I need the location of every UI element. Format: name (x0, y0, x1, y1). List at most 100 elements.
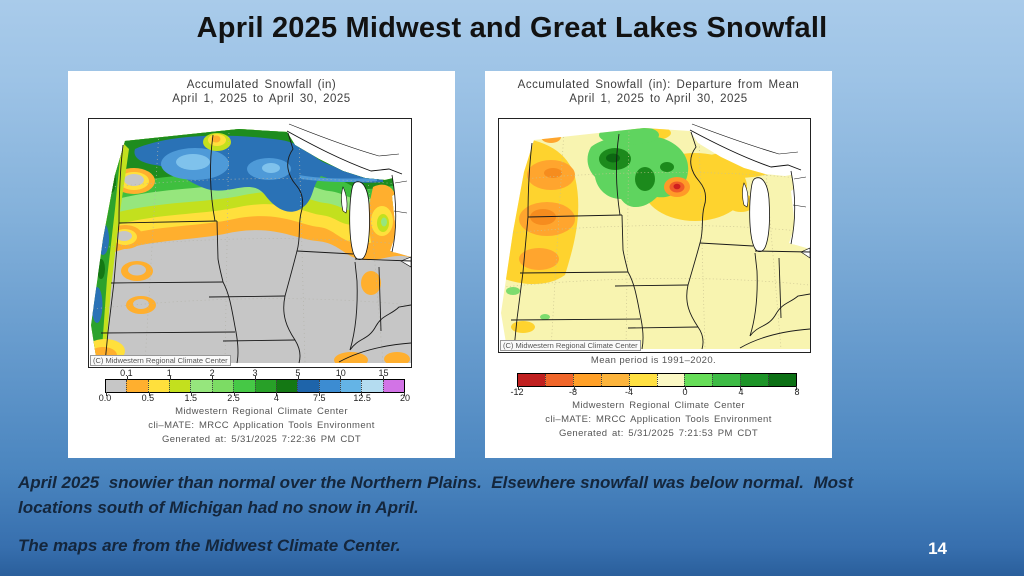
left-map-footer: Midwestern Regional Climate Center cli–M… (68, 405, 455, 447)
left-map-box: (C) Midwestern Regional Climate Center (88, 118, 412, 368)
mean-period-note: Mean period is 1991–2020. (590, 355, 717, 366)
right-legend-bar (517, 373, 797, 390)
legend-label: 8 (794, 387, 800, 397)
right-map-footer-line2: cli–MATE: MRCC Application Tools Environ… (545, 414, 772, 425)
legend-segment (712, 374, 741, 386)
left-map-graphic (91, 119, 411, 364)
right-legend-bottom-labels: -12 -8 -4 0 4 8 (510, 387, 800, 398)
left-map-title: Accumulated Snowfall (in) April 1, 2025 … (68, 79, 455, 106)
left-map-title-line2: April 1, 2025 to April 30, 2025 (172, 92, 351, 105)
right-map-legend: -12 -8 -4 0 4 8 (510, 373, 800, 398)
legend-tick (297, 376, 299, 380)
legend-tick (169, 376, 171, 380)
legend-segment (382, 380, 405, 392)
legend-tick (212, 376, 214, 380)
legend-segment (211, 380, 234, 392)
legend-segment (233, 380, 255, 392)
legend-tick (796, 386, 797, 390)
legend-segment (628, 374, 657, 386)
legend-tick (629, 386, 631, 390)
legend-tick (340, 376, 342, 380)
left-map-panel: Accumulated Snowfall (in) April 1, 2025 … (68, 71, 455, 458)
caption-text: April 2025 snowier than normal over the … (18, 473, 858, 517)
slide-title: April 2025 Midwest and Great Lakes Snowf… (196, 12, 828, 44)
legend-segment (297, 380, 319, 392)
legend-tick (684, 386, 686, 390)
legend-label: 2 (209, 368, 215, 378)
legend-tick (573, 386, 575, 390)
legend-tick (361, 392, 363, 396)
legend-segment (518, 374, 545, 386)
legend-label: -12 (510, 387, 524, 397)
source-note: The maps are from the Midwest Climate Ce… (18, 536, 401, 555)
legend-label: 1.5 (184, 393, 197, 403)
legend-tick (404, 392, 405, 396)
legend-label: 12.5 (353, 393, 371, 403)
legend-tick (318, 392, 320, 396)
legend-tick (740, 386, 742, 390)
legend-segment (768, 374, 797, 386)
left-map-title-line1: Accumulated Snowfall (in) (186, 79, 337, 91)
legend-tick (148, 392, 150, 396)
legend-segment (600, 374, 629, 386)
legend-segment (361, 380, 383, 392)
legend-label: 0.0 (98, 393, 112, 403)
legend-label: 7.5 (313, 393, 326, 403)
legend-segment (106, 380, 127, 392)
legend-tick (106, 392, 107, 396)
legend-label: 0.1 (120, 368, 133, 378)
right-map-footer-line3: Generated at: 5/31/2025 7:21:53 PM CDT (558, 428, 759, 439)
left-map-legend: 0.1 1 2 3 5 10 15 0.0 0.5 1.5 2.5 4 7.5 12.5 20 (99, 368, 410, 404)
right-map-graphic (501, 119, 810, 350)
legend-tick (233, 392, 235, 396)
page-number: 14 (928, 539, 947, 558)
right-map-copyright: (C) Midwestern Regional Climate Center (500, 340, 641, 351)
right-map-footer: Midwestern Regional Climate Center cli–M… (485, 399, 832, 441)
left-legend-bottom-labels: 0.0 0.5 1.5 2.5 4 7.5 12.5 20 (99, 393, 410, 404)
legend-label: 15 (378, 368, 389, 378)
left-map-footer-line3: Generated at: 5/31/2025 7:22:36 PM CDT (161, 434, 362, 445)
right-map-title-line1: Accumulated Snowfall (in): Departure fro… (517, 79, 800, 91)
left-map-copyright: (C) Midwestern Regional Climate Center (90, 355, 231, 366)
legend-segment (339, 380, 362, 392)
legend-segment (740, 374, 769, 386)
legend-tick (518, 386, 519, 390)
right-map-box: (C) Midwestern Regional Climate Center (498, 118, 811, 353)
right-map-title: Accumulated Snowfall (in): Departure fro… (485, 79, 832, 106)
legend-segment (254, 380, 276, 392)
legend-label: -8 (568, 387, 578, 397)
legend-segment (190, 380, 212, 392)
legend-segment (169, 380, 191, 392)
legend-label: 4 (273, 393, 279, 403)
legend-segment (684, 374, 713, 386)
right-map-title-line2: April 1, 2025 to April 30, 2025 (569, 92, 748, 105)
left-map-footer-line2: cli–MATE: MRCC Application Tools Environ… (148, 420, 375, 431)
legend-segment (147, 380, 170, 392)
left-legend-bar (105, 376, 405, 396)
legend-label: 4 (738, 387, 744, 397)
legend-tick (382, 376, 384, 380)
legend-tick (127, 376, 129, 380)
right-map-footer-line1: Midwestern Regional Climate Center (572, 400, 745, 411)
legend-segment (572, 374, 601, 386)
legend-label: 1 (166, 368, 172, 378)
legend-segment (318, 380, 340, 392)
legend-tick (276, 392, 278, 396)
left-map-footer-line1: Midwestern Regional Climate Center (175, 406, 348, 417)
legend-label: 10 (335, 368, 346, 378)
legend-label: 3 (252, 368, 258, 378)
legend-segment (656, 374, 685, 386)
legend-tick (255, 376, 256, 380)
legend-label: -4 (624, 387, 634, 397)
legend-label: 0.5 (141, 393, 155, 403)
legend-segment (544, 374, 573, 386)
legend-label: 20 (399, 393, 411, 403)
legend-segment (275, 380, 298, 392)
legend-label: 5 (295, 368, 301, 378)
left-legend-top-labels: 0.1 1 2 3 5 10 15 (105, 368, 405, 379)
right-map-panel: Accumulated Snowfall (in): Departure fro… (485, 71, 832, 458)
legend-label: 0 (682, 387, 688, 397)
legend-segment (126, 380, 148, 392)
legend-tick (191, 392, 193, 396)
